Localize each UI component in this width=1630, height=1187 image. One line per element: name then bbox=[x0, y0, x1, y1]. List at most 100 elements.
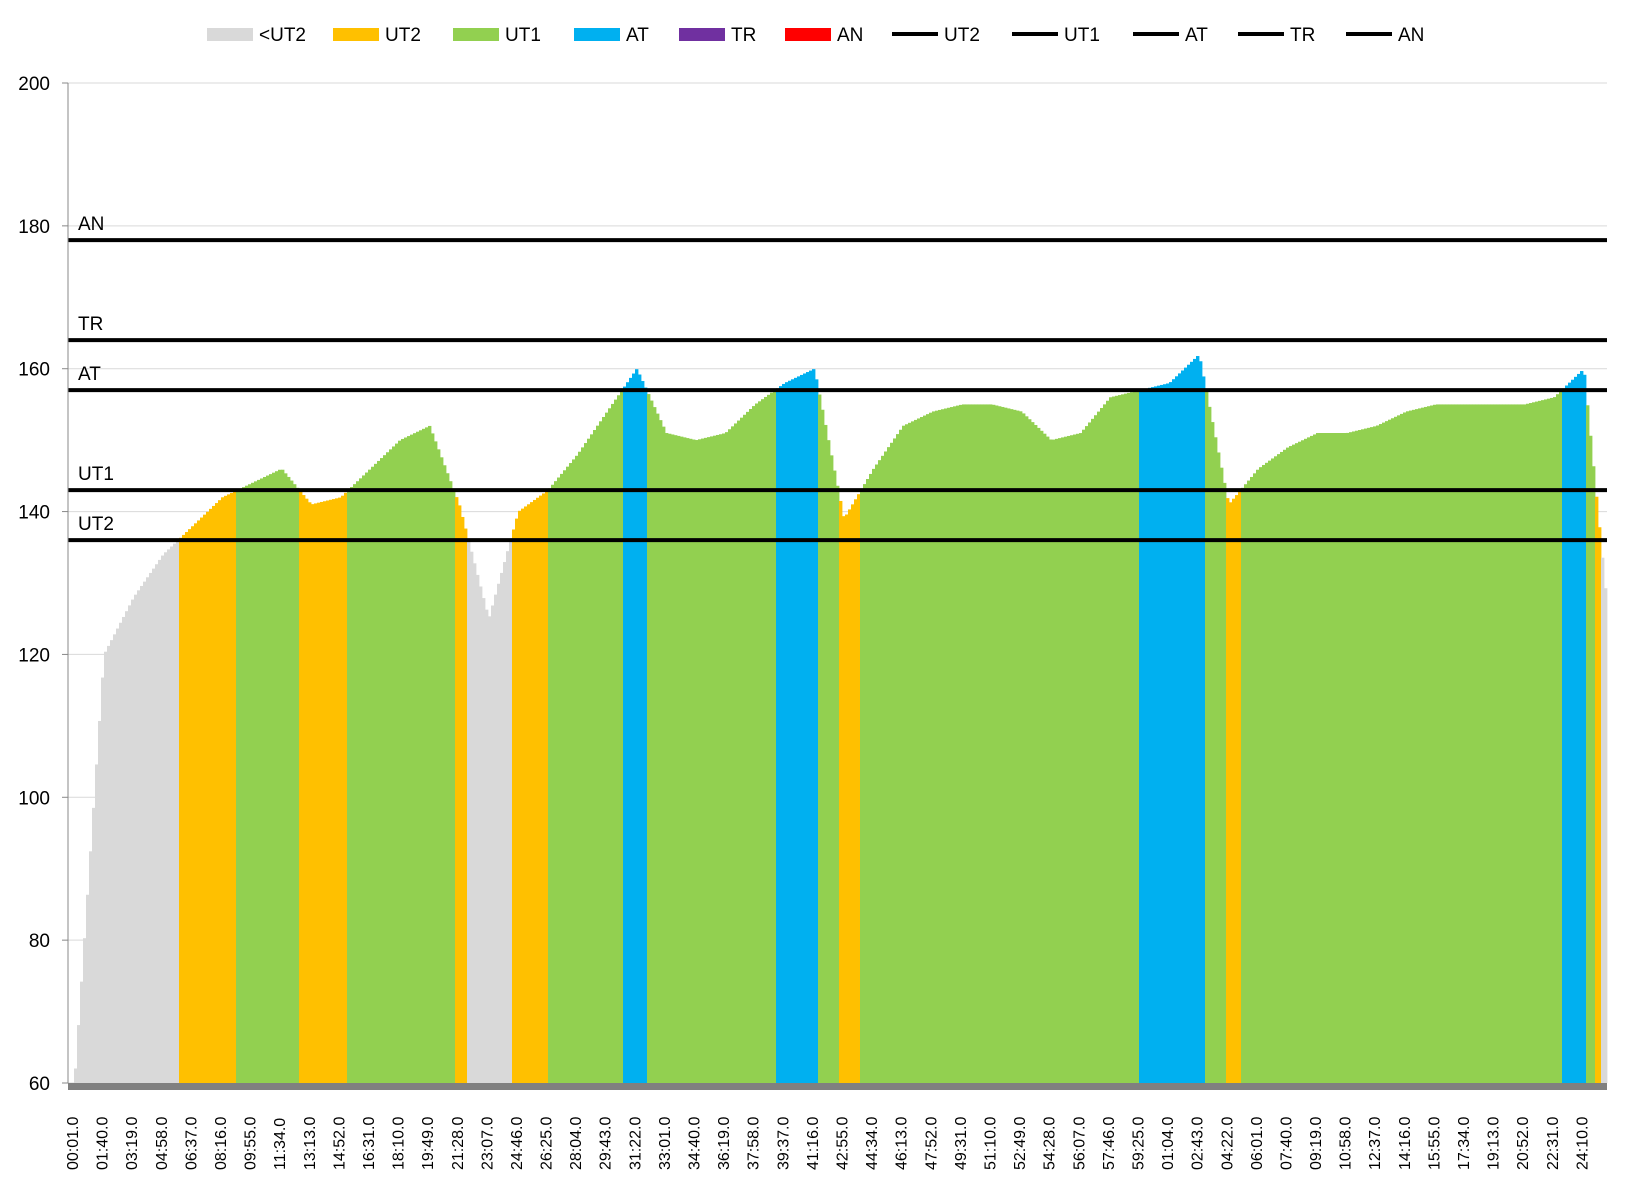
hr-bar bbox=[1532, 402, 1536, 1084]
hr-bar bbox=[242, 487, 246, 1083]
hr-bar bbox=[704, 437, 708, 1083]
hr-bar bbox=[1421, 407, 1425, 1083]
hr-bar bbox=[1277, 454, 1281, 1083]
hr-bar bbox=[1196, 356, 1200, 1083]
hr-bar bbox=[1160, 384, 1164, 1083]
hr-bar bbox=[332, 499, 336, 1083]
threshold-lines: UT2 UT1 AT TR AN bbox=[68, 214, 1607, 543]
hr-bar bbox=[1061, 437, 1065, 1083]
x-tick-label: 01:40.0 bbox=[95, 1117, 112, 1170]
hr-bar bbox=[1289, 446, 1293, 1083]
legend-item: UT1 bbox=[453, 25, 541, 46]
hr-bar bbox=[1523, 404, 1527, 1083]
x-tick-label: 57:46.0 bbox=[1101, 1117, 1118, 1170]
x-tick-label: 15:55.0 bbox=[1426, 1117, 1443, 1170]
x-tick-label: 07:40.0 bbox=[1278, 1117, 1295, 1170]
hr-bar bbox=[455, 497, 459, 1083]
hr-bar bbox=[776, 388, 780, 1083]
hr-bar bbox=[1022, 413, 1026, 1083]
hr-bar bbox=[140, 585, 144, 1083]
x-tick-label: 19:49.0 bbox=[420, 1117, 437, 1170]
hr-bar bbox=[743, 414, 747, 1083]
hr-bar bbox=[347, 489, 351, 1084]
y-tick-label: 140 bbox=[18, 503, 50, 524]
hr-bar bbox=[1256, 469, 1260, 1083]
hr-bar bbox=[1373, 426, 1377, 1084]
hr-bar bbox=[266, 475, 270, 1084]
hr-bar bbox=[203, 514, 207, 1083]
hr-bar bbox=[647, 394, 651, 1083]
hr-bar bbox=[644, 387, 648, 1083]
x-tick-label: 04:22.0 bbox=[1219, 1117, 1236, 1170]
hr-bar bbox=[1181, 370, 1185, 1083]
hr-bar bbox=[1418, 408, 1422, 1083]
hr-bar bbox=[503, 562, 507, 1083]
hr-bar bbox=[719, 434, 723, 1083]
x-tick-label: 06:01.0 bbox=[1249, 1117, 1266, 1170]
hr-bar bbox=[1175, 376, 1179, 1083]
hr-bar bbox=[1538, 400, 1542, 1083]
hr-bar bbox=[839, 500, 843, 1084]
legend-swatch bbox=[333, 28, 379, 41]
x-tick-label: 41:16.0 bbox=[805, 1117, 822, 1170]
hr-bar bbox=[170, 546, 174, 1083]
hr-bar bbox=[392, 446, 396, 1083]
hr-bar bbox=[1025, 416, 1029, 1083]
hr-bar bbox=[1007, 408, 1011, 1083]
hr-bar bbox=[377, 460, 381, 1084]
hr-bar bbox=[623, 386, 627, 1083]
hr-bar bbox=[668, 433, 672, 1084]
x-tick-label: 08:16.0 bbox=[213, 1117, 230, 1170]
hr-bar bbox=[389, 449, 393, 1083]
hr-bar bbox=[401, 438, 405, 1083]
x-tick-label: 54:28.0 bbox=[1042, 1117, 1059, 1170]
hr-bar bbox=[893, 438, 897, 1083]
hr-bar bbox=[1376, 425, 1380, 1083]
hr-bar bbox=[734, 423, 738, 1083]
hr-bar bbox=[395, 443, 399, 1083]
hr-bar bbox=[845, 514, 849, 1083]
hr-bar bbox=[419, 430, 423, 1083]
hr-bar bbox=[1595, 496, 1599, 1083]
hr-bar bbox=[899, 429, 903, 1084]
hr-bar bbox=[1424, 406, 1428, 1084]
hr-bar bbox=[1583, 374, 1587, 1084]
hr-bar bbox=[971, 404, 975, 1083]
hr-bar bbox=[593, 430, 597, 1083]
hr-bar bbox=[425, 427, 429, 1083]
hr-bar bbox=[1340, 433, 1344, 1083]
hr-bar bbox=[293, 484, 297, 1083]
x-tick-label: 47:52.0 bbox=[923, 1117, 940, 1170]
hr-bar bbox=[1292, 444, 1296, 1083]
hr-bar bbox=[473, 563, 477, 1083]
hr-bar bbox=[1082, 429, 1086, 1083]
hr-bar bbox=[890, 442, 894, 1084]
hr-bar bbox=[1496, 404, 1500, 1083]
hr-bar bbox=[905, 424, 909, 1083]
hr-bar bbox=[1439, 404, 1443, 1083]
x-tick-label: 39:37.0 bbox=[775, 1117, 792, 1170]
hr-bar bbox=[1244, 484, 1248, 1083]
hr-bar bbox=[128, 605, 132, 1083]
hr-bar bbox=[317, 502, 321, 1083]
hr-bar bbox=[236, 490, 240, 1083]
hr-bar bbox=[1034, 425, 1038, 1083]
zone-area bbox=[74, 356, 1608, 1084]
hr-bar bbox=[362, 475, 366, 1083]
hr-bar bbox=[1004, 407, 1008, 1083]
hr-bar bbox=[983, 404, 987, 1083]
hr-bar bbox=[1517, 404, 1521, 1083]
hr-bar bbox=[1391, 418, 1395, 1084]
hr-bar bbox=[449, 481, 453, 1083]
x-tick-label: 36:19.0 bbox=[716, 1117, 733, 1170]
hr-bar bbox=[1259, 467, 1263, 1083]
hr-bar bbox=[1529, 403, 1533, 1083]
hr-bar bbox=[1100, 407, 1104, 1083]
hr-bar bbox=[224, 495, 228, 1083]
hr-bar bbox=[1328, 433, 1332, 1083]
hr-bar bbox=[446, 473, 450, 1083]
x-tick-label: 12:37.0 bbox=[1367, 1117, 1384, 1170]
hr-bar bbox=[341, 495, 345, 1083]
hr-bar bbox=[1577, 373, 1581, 1083]
hr-bar bbox=[854, 499, 858, 1083]
